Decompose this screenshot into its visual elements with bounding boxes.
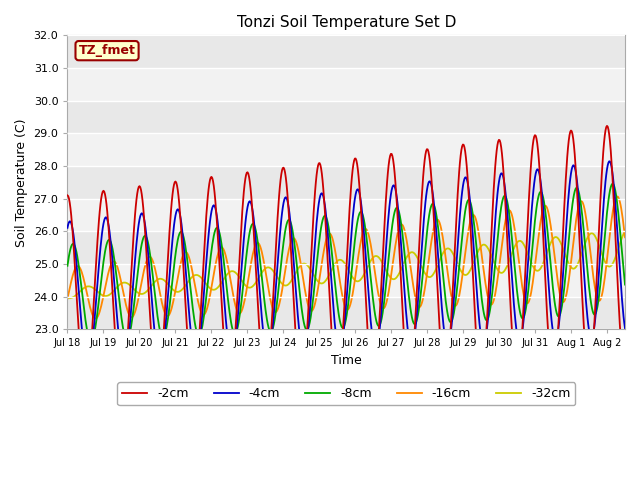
Bar — [67, 68, 625, 101]
-8cm — [465, 197, 472, 203]
Line: -8cm: -8cm — [67, 184, 625, 341]
-32cm — [323, 276, 331, 281]
-16cm — [465, 229, 472, 235]
Bar — [67, 199, 625, 231]
-8cm — [63, 263, 71, 269]
Y-axis label: Soil Temperature (C): Soil Temperature (C) — [15, 118, 28, 247]
-32cm — [66, 295, 74, 301]
Line: -32cm: -32cm — [67, 231, 625, 298]
-4cm — [84, 361, 92, 367]
-8cm — [478, 296, 486, 301]
-4cm — [323, 223, 331, 228]
-8cm — [323, 217, 331, 223]
-16cm — [92, 316, 99, 322]
-16cm — [614, 193, 621, 199]
-8cm — [621, 282, 629, 288]
-32cm — [143, 289, 150, 295]
Bar — [67, 133, 625, 166]
-2cm — [302, 344, 310, 349]
Bar — [67, 297, 625, 329]
Bar — [67, 36, 625, 68]
Bar — [67, 231, 625, 264]
-32cm — [478, 243, 486, 249]
Line: -4cm: -4cm — [67, 161, 625, 364]
-2cm — [63, 192, 71, 198]
Line: -16cm: -16cm — [67, 196, 625, 319]
-2cm — [465, 183, 472, 189]
-16cm — [302, 293, 310, 299]
-32cm — [465, 271, 472, 276]
-2cm — [621, 369, 629, 375]
-4cm — [63, 225, 71, 231]
-16cm — [621, 234, 629, 240]
-4cm — [66, 218, 74, 224]
-4cm — [621, 325, 629, 331]
-4cm — [478, 336, 486, 342]
-8cm — [302, 326, 310, 332]
-8cm — [66, 249, 74, 255]
-4cm — [302, 343, 310, 349]
-16cm — [66, 285, 74, 291]
-32cm — [302, 261, 310, 267]
X-axis label: Time: Time — [331, 354, 362, 367]
Bar — [67, 264, 625, 297]
-2cm — [323, 247, 331, 253]
-32cm — [67, 295, 74, 301]
Title: Tonzi Soil Temperature Set D: Tonzi Soil Temperature Set D — [237, 15, 456, 30]
-16cm — [143, 259, 150, 265]
-2cm — [478, 373, 486, 379]
Legend: -2cm, -4cm, -8cm, -16cm, -32cm: -2cm, -4cm, -8cm, -16cm, -32cm — [117, 383, 575, 406]
-8cm — [609, 181, 617, 187]
-8cm — [143, 234, 150, 240]
-32cm — [63, 295, 71, 301]
-4cm — [143, 231, 150, 237]
-2cm — [603, 123, 611, 129]
-4cm — [465, 183, 472, 189]
-2cm — [82, 388, 90, 394]
Bar — [67, 166, 625, 199]
-4cm — [605, 158, 613, 164]
-16cm — [323, 234, 331, 240]
-16cm — [63, 296, 71, 301]
-16cm — [478, 252, 486, 258]
-2cm — [66, 200, 74, 205]
-32cm — [621, 228, 629, 234]
Bar — [67, 101, 625, 133]
Line: -2cm: -2cm — [67, 126, 625, 391]
-8cm — [87, 338, 95, 344]
Text: TZ_fmet: TZ_fmet — [79, 44, 136, 57]
-2cm — [143, 247, 150, 252]
